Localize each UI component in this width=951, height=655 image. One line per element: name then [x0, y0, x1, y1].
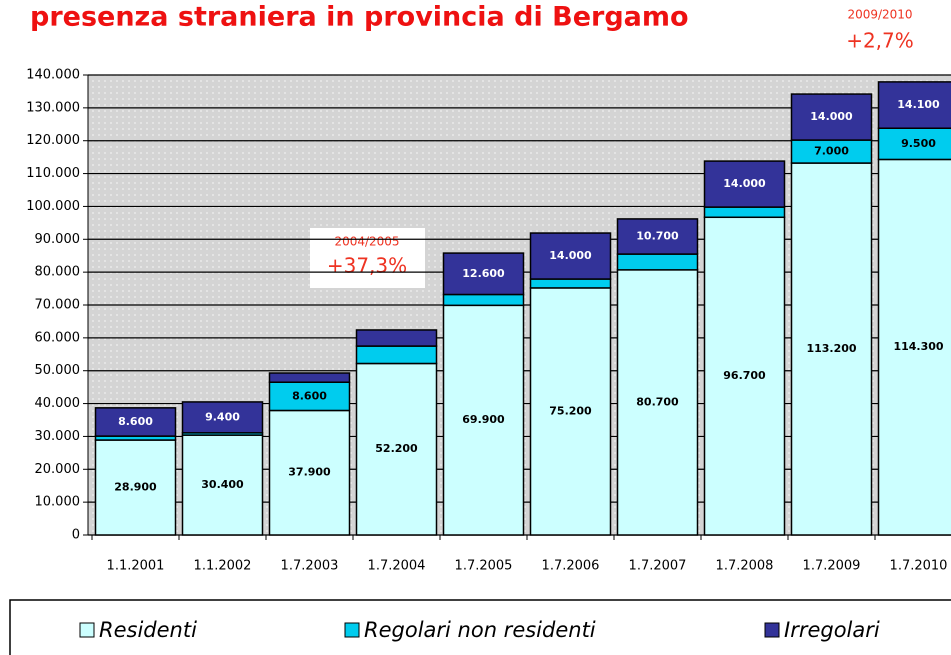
bar-segment [94, 407, 177, 437]
y-tick-label: 140.000 [26, 68, 80, 83]
bar-segment [268, 372, 351, 383]
y-tick-label: 40.000 [35, 396, 81, 411]
y-tick-label: 130.000 [26, 100, 80, 115]
data-label: 14.100 [897, 98, 940, 111]
bar-segment [529, 287, 612, 536]
bar-segment [790, 162, 873, 536]
data-label: 52.200 [375, 442, 418, 455]
bar-segment [790, 93, 873, 141]
x-tick-label: 1.1.2001 [107, 559, 165, 574]
annotation-change: +37,3% [327, 254, 407, 278]
y-tick-label: 0 [72, 528, 80, 543]
y-tick-label: 50.000 [35, 363, 81, 378]
data-label: 37.900 [288, 466, 331, 479]
x-tick-label: 1.7.2003 [281, 559, 339, 574]
x-tick-label: 1.7.2006 [542, 559, 600, 574]
y-tick-label: 60.000 [35, 330, 81, 345]
data-label: 9.500 [901, 137, 936, 150]
bar-segment [181, 401, 264, 434]
legend-swatch [344, 622, 360, 638]
data-label: 9.400 [205, 410, 240, 423]
legend-swatch [764, 622, 780, 638]
bar-segment [877, 81, 951, 129]
y-tick-label: 120.000 [26, 133, 80, 148]
bar-segment [703, 160, 786, 208]
bar-segment [529, 278, 612, 289]
annotation-period: 2009/2010 [847, 8, 912, 22]
data-label: 114.300 [893, 340, 943, 353]
bar-segment [877, 127, 951, 161]
y-tick-label: 100.000 [26, 199, 80, 214]
legend-swatch [79, 622, 95, 638]
x-tick-label: 1.7.2005 [455, 559, 513, 574]
bar-segment [355, 329, 438, 347]
data-label: 10.700 [636, 229, 679, 242]
data-label: 69.900 [462, 413, 505, 426]
x-tick-label: 1.7.2010 [890, 559, 948, 574]
x-tick-label: 1.7.2007 [629, 559, 687, 574]
data-label: 14.000 [549, 249, 592, 262]
x-tick-label: 1.1.2002 [194, 559, 252, 574]
data-label: 8.600 [292, 389, 327, 402]
data-label: 80.700 [636, 395, 679, 408]
annotation-period: 2004/2005 [334, 235, 399, 249]
data-label: 14.000 [810, 110, 853, 123]
bar-segment [442, 252, 525, 296]
y-tick-label: 80.000 [35, 265, 81, 280]
data-label: 75.200 [549, 404, 592, 417]
bar-segment [877, 158, 951, 536]
y-tick-label: 70.000 [35, 298, 81, 313]
bar-segment [442, 293, 525, 307]
bar-segment [703, 216, 786, 536]
data-label: 96.700 [723, 369, 766, 382]
legend [9, 599, 951, 655]
data-label: 14.000 [723, 177, 766, 190]
y-tick-label: 20.000 [35, 462, 81, 477]
bar-segment [616, 218, 699, 255]
data-label: 113.200 [806, 342, 856, 355]
data-label: 28.900 [114, 481, 157, 494]
bar-segment [355, 362, 438, 536]
legend-label: Irregolari [784, 618, 880, 642]
bar-segment [181, 434, 264, 536]
bar-segment [616, 253, 699, 271]
y-tick-label: 30.000 [35, 429, 81, 444]
legend-label: Residenti [99, 618, 197, 642]
data-label: 12.600 [462, 267, 505, 280]
x-tick-label: 1.7.2009 [803, 559, 861, 574]
x-tick-label: 1.7.2004 [368, 559, 426, 574]
bar-segment [355, 345, 438, 365]
chart-title: presenza straniera in provincia di Berga… [30, 2, 689, 33]
bar-segment [703, 206, 786, 219]
data-label: 7.000 [814, 145, 849, 158]
y-tick-label: 90.000 [35, 232, 81, 247]
legend-label: Regolari non residenti [364, 618, 596, 642]
y-tick-label: 10.000 [35, 495, 81, 510]
data-label: 30.400 [201, 478, 244, 491]
data-label: 8.600 [118, 415, 153, 428]
y-tick-label: 110.000 [26, 166, 80, 181]
annotation-box [310, 228, 425, 288]
x-tick-label: 1.7.2008 [716, 559, 774, 574]
annotation-change: +2,7% [846, 29, 914, 53]
bar-segment [529, 232, 612, 280]
